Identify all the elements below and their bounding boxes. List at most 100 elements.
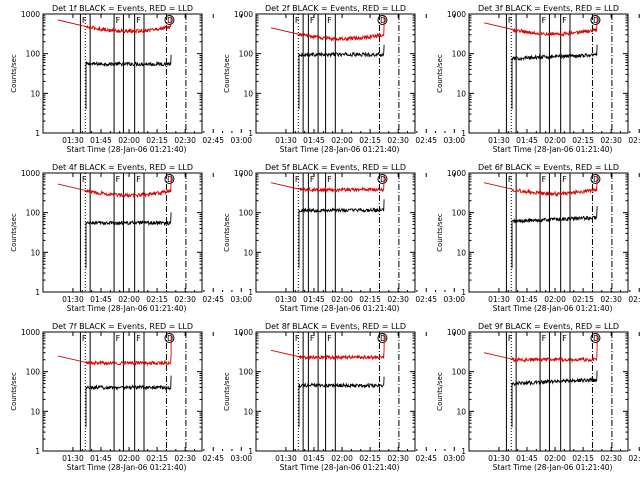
x-tick-label: 02:30 [387, 295, 409, 304]
y-tick-label: 1 [248, 288, 253, 297]
flare-marker-label: F [327, 334, 332, 343]
events-series-line [85, 212, 172, 269]
events-series-line [85, 375, 172, 428]
lld-series-line [270, 15, 385, 42]
x-tick-label: 02:45 [202, 295, 224, 304]
y-axis-label: Counts/sec [10, 213, 18, 252]
x-axis-label: Start Time (28-Jan-06 01:21:40) [280, 304, 400, 313]
panel-title: Det 9f BLACK = Events, RED = LLD [478, 322, 619, 331]
x-tick-label: 02:30 [600, 295, 622, 304]
panel-det-1: Det 1f BLACK = Events, RED = LLD11010010… [10, 4, 252, 154]
flare-marker-label: F [116, 175, 121, 184]
y-tick-label: 1 [461, 447, 466, 456]
events-series-line [298, 44, 385, 110]
y-tick-label: 100 [26, 50, 41, 59]
y-tick-label: 100 [26, 368, 41, 377]
flare-marker-label: F [562, 334, 567, 343]
events-series-line [511, 206, 598, 269]
x-tick-label: 02:15 [146, 295, 168, 304]
events-series-line [511, 370, 598, 428]
flare-marker-label: F [562, 16, 567, 25]
x-tick-label: 02:00 [118, 295, 140, 304]
lld-series-line [483, 15, 598, 37]
x-tick-label: 01:30 [62, 454, 84, 463]
lld-series-line [57, 174, 172, 199]
x-tick-label: 01:30 [488, 295, 510, 304]
flare-marker-label: F [82, 334, 87, 343]
plot-frame [468, 331, 629, 452]
lld-series-line [483, 333, 598, 364]
plot-frame [468, 172, 629, 293]
y-tick-label: 1000 [21, 169, 40, 178]
plot-frame [42, 331, 203, 452]
y-tick-label: 10 [30, 407, 40, 416]
x-tick-label: 02:30 [600, 136, 622, 145]
x-tick-label: 02:30 [600, 454, 622, 463]
plot-frame [42, 13, 203, 134]
y-tick-label: 10 [456, 407, 466, 416]
events-series-line [298, 199, 385, 269]
x-tick-label: 02:00 [331, 454, 353, 463]
lld-series-line [270, 174, 385, 194]
flare-marker-label: F [562, 175, 567, 184]
x-tick-label: 01:45 [516, 136, 538, 145]
y-axis-label: Counts/sec [436, 213, 444, 252]
decimation-marker-label: D [593, 175, 599, 184]
flare-marker-label: F [542, 175, 547, 184]
flare-marker-label: F [116, 16, 121, 25]
x-tick-label: 02:45 [628, 295, 640, 304]
y-tick-label: 1000 [447, 10, 466, 19]
x-tick-label: 02:00 [331, 136, 353, 145]
decimation-marker-label: D [380, 16, 386, 25]
decimation-marker-label: D [167, 334, 173, 343]
lld-series-line [57, 333, 172, 367]
y-axis-label: Counts/sec [223, 213, 231, 252]
panel-det-4: Det 4f BLACK = Events, RED = LLD11010010… [10, 163, 252, 313]
flare-marker-label: F [116, 334, 121, 343]
x-tick-label: 02:45 [202, 454, 224, 463]
panel-det-3: Det 3f BLACK = Events, RED = LLD 1 10 100 10… [436, 4, 640, 154]
flare-marker-label: F [295, 16, 300, 25]
decimation-marker-circle [590, 333, 601, 343]
x-tick-label: 02:00 [544, 454, 566, 463]
x-tick-label: 02:45 [202, 136, 224, 145]
panel-det-8: Det 8f BLACK = Events, RED = LLD 1 10 100 10… [223, 322, 465, 472]
flare-marker-label: F [508, 16, 513, 25]
panel-title: Det 3f BLACK = Events, RED = LLD [478, 4, 619, 13]
x-tick-label: 02:15 [572, 136, 594, 145]
y-tick-label: 1000 [234, 328, 253, 337]
flare-marker-label: F [136, 334, 141, 343]
decimation-marker-circle [590, 15, 601, 25]
panel-det-6: Det 6f BLACK = Events, RED = LLD 1 10 100 10… [436, 163, 640, 313]
x-tick-label: 02:45 [415, 295, 437, 304]
panel-title: Det 4f BLACK = Events, RED = LLD [52, 163, 193, 172]
y-tick-label: 100 [239, 368, 254, 377]
x-tick-label: 03:00 [443, 295, 465, 304]
decimation-marker-circle [164, 174, 175, 184]
y-axis-label: Counts/sec [223, 54, 231, 93]
flare-marker-label: F [310, 175, 315, 184]
decimation-marker-label: D [593, 16, 599, 25]
flare-marker-label: F [508, 175, 513, 184]
decimation-marker-circle [164, 333, 175, 343]
y-tick-label: 1 [35, 288, 40, 297]
x-tick-label: 02:15 [572, 295, 594, 304]
x-tick-label: 01:30 [488, 136, 510, 145]
flare-marker-label: F [82, 16, 87, 25]
y-axis-label: Counts/sec [436, 372, 444, 411]
y-tick-label: 1000 [447, 169, 466, 178]
x-tick-label: 02:00 [331, 295, 353, 304]
y-axis-label: Counts/sec [223, 372, 231, 411]
flare-marker-label: F [310, 334, 315, 343]
y-axis-label: Counts/sec [10, 372, 18, 411]
panel-det-7: Det 7f BLACK = Events, RED = LLD11010010… [10, 322, 252, 472]
x-tick-label: 02:45 [628, 136, 640, 145]
panel-title: Det 8f BLACK = Events, RED = LLD [265, 322, 406, 331]
y-tick-label: 1 [35, 129, 40, 138]
y-axis-label: Counts/sec [10, 54, 18, 93]
y-tick-label: 100 [452, 50, 467, 59]
lld-series-line [57, 15, 172, 34]
y-tick-label: 100 [452, 209, 467, 218]
x-tick-label: 02:00 [544, 136, 566, 145]
x-axis-label: Start Time (28-Jan-06 01:21:40) [280, 145, 400, 154]
